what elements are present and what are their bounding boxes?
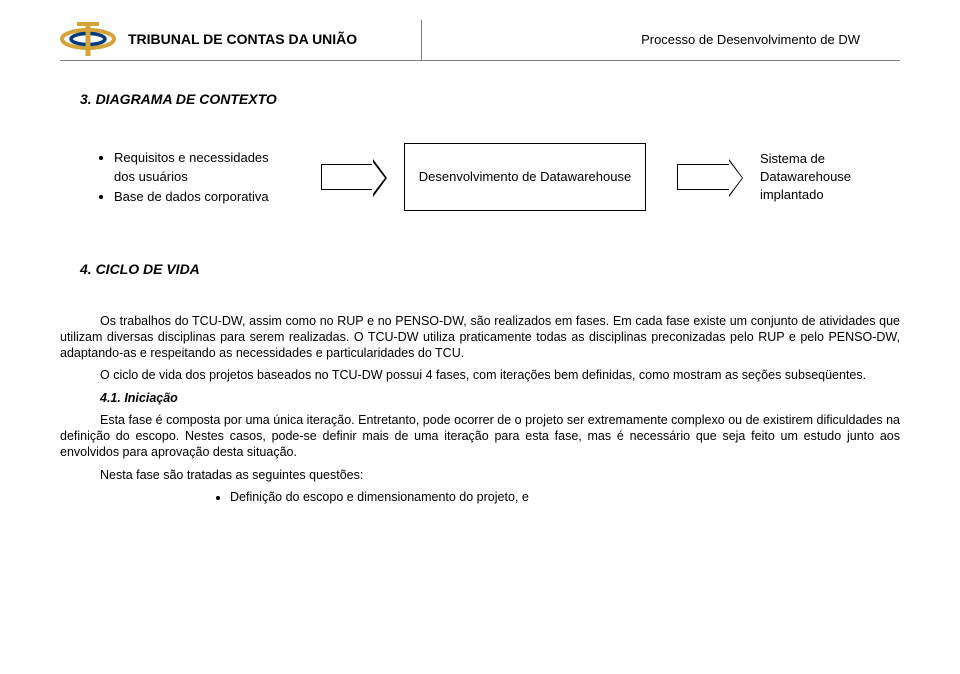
input-item: Base de dados corporativa — [114, 187, 290, 207]
arrow-icon — [673, 164, 733, 190]
question-list: Definição do escopo e dimensionamento do… — [210, 489, 900, 505]
header-subtitle: Processo de Desenvolvimento de DW — [641, 32, 900, 47]
paragraph: Nesta fase são tratadas as seguintes que… — [60, 467, 900, 483]
header-left: TRIBUNAL DE CONTAS DA UNIÃO — [60, 20, 357, 58]
list-item: Definição do escopo e dimensionamento do… — [230, 489, 900, 505]
paragraph: O ciclo de vida dos projetos baseados no… — [60, 367, 900, 383]
diagram-inputs: Requisitos e necessidades dos usuários B… — [90, 148, 290, 207]
section4-title: 4. CICLO DE VIDA — [80, 261, 900, 277]
input-item: Requisitos e necessidades dos usuários — [114, 148, 290, 187]
header-divider — [421, 20, 422, 60]
arrow-icon — [317, 164, 377, 190]
diagram-output: Sistema de Datawarehouse implantado — [760, 150, 890, 203]
page-header: TRIBUNAL DE CONTAS DA UNIÃO Processo de … — [60, 20, 900, 61]
subsection-title: 4.1. Iniciação — [100, 390, 900, 406]
paragraph: Esta fase é composta por uma única itera… — [60, 412, 900, 461]
tcu-logo-icon — [60, 20, 116, 58]
section3-title: 3. DIAGRAMA DE CONTEXTO — [80, 91, 900, 107]
process-box: Desenvolvimento de Datawarehouse — [404, 143, 646, 211]
header-title: TRIBUNAL DE CONTAS DA UNIÃO — [128, 31, 357, 47]
section4-body: Os trabalhos do TCU-DW, assim como no RU… — [60, 313, 900, 506]
paragraph: Os trabalhos do TCU-DW, assim como no RU… — [60, 313, 900, 362]
context-diagram: Requisitos e necessidades dos usuários B… — [90, 143, 890, 211]
